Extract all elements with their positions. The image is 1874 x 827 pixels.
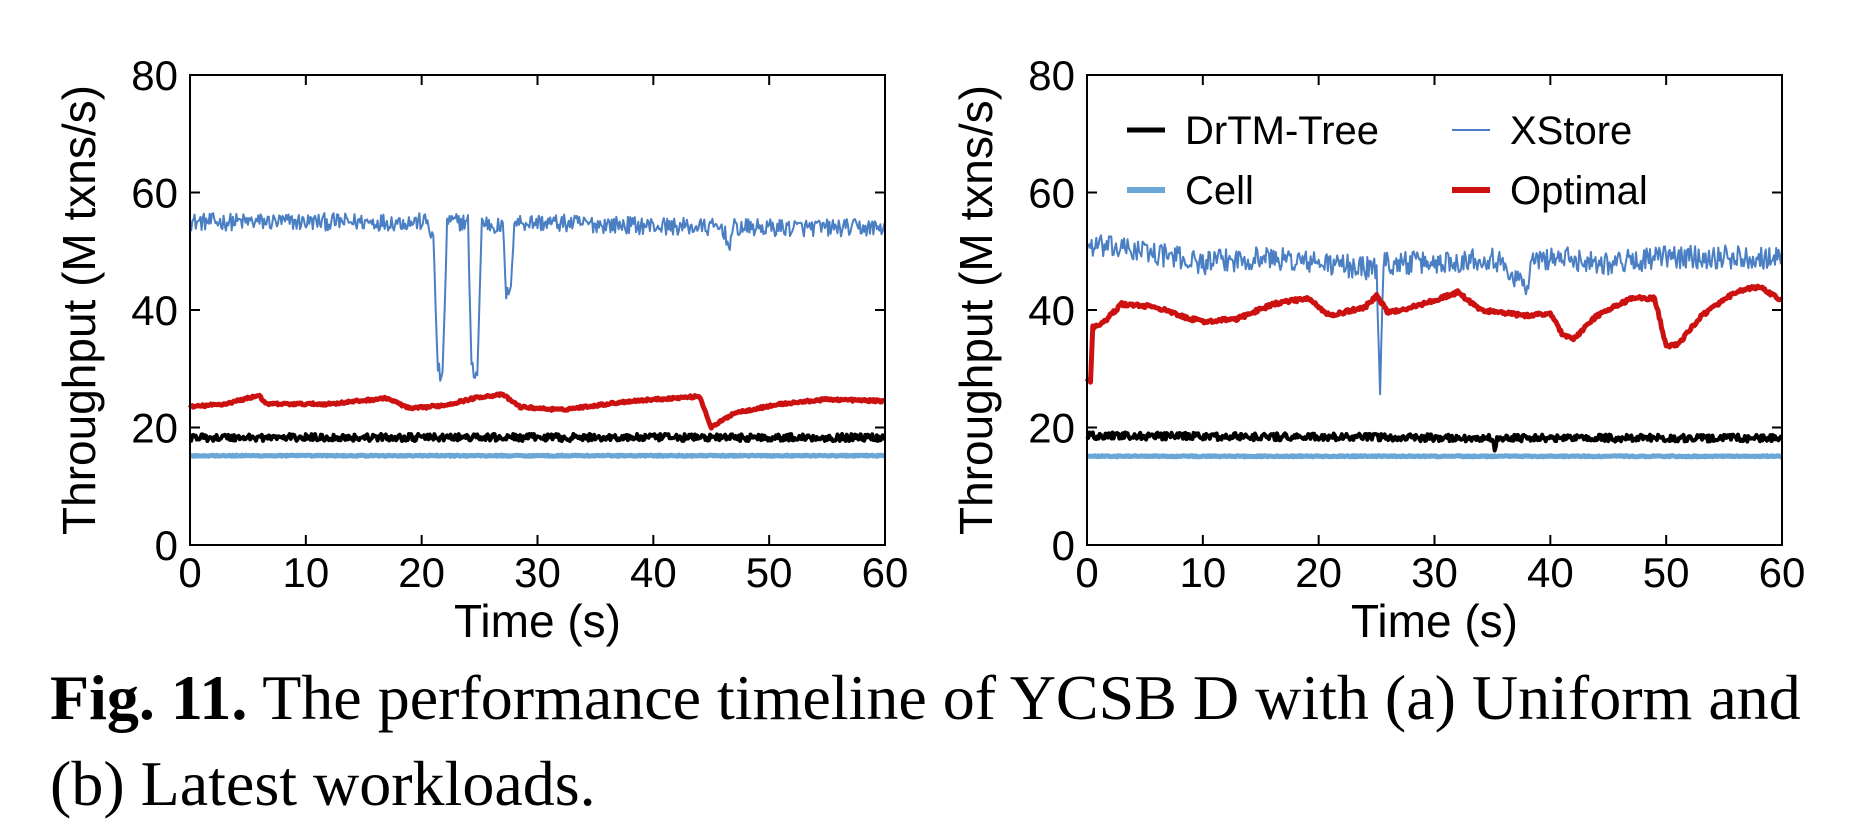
caption-text: The performance timeline of YCSB D with … <box>50 662 1801 819</box>
x-tick-label: 10 <box>282 549 329 596</box>
figure-caption: Fig. 11. The performance timeline of YCS… <box>50 655 1840 827</box>
x-axis-title: Time (s) <box>454 595 621 647</box>
caption-label: Fig. 11. <box>50 662 248 733</box>
series-line-optimal <box>187 391 887 431</box>
y-tick-label: 60 <box>131 170 178 217</box>
y-tick-label: 80 <box>1028 52 1075 99</box>
series-line-cell <box>188 452 887 459</box>
x-tick-label: 60 <box>1759 549 1806 596</box>
plot-frame <box>189 74 886 546</box>
y-tick-label: 20 <box>131 405 178 452</box>
y-tick-label: 0 <box>155 522 178 569</box>
chart-b: 0 10 20 30 40 50 60 0 20 40 60 80 Time (s) Throughput… <box>950 52 1805 647</box>
legend: DrTM-Tree XStore Cell Optimal <box>1127 109 1648 213</box>
series-line-drtm <box>1085 430 1784 453</box>
x-tick-label: 50 <box>1643 549 1690 596</box>
y-tick-label: 80 <box>131 52 178 99</box>
legend-label-drtm: DrTM-Tree <box>1185 109 1379 153</box>
legend-label-xstore: XStore <box>1510 109 1632 153</box>
chart-a: 0 10 20 30 40 50 60 0 20 40 60 80 Time (s) Throughput… <box>53 52 908 647</box>
y-tick-label: 40 <box>1028 287 1075 334</box>
y-axis-title: Throughput (M txns/s) <box>950 85 1002 535</box>
y-tick-label: 60 <box>1028 170 1075 217</box>
x-tick-label: 60 <box>862 549 909 596</box>
x-tick-label: 30 <box>1411 549 1458 596</box>
y-axis-title: Throughput (M txns/s) <box>53 85 105 535</box>
legend-label-optimal: Optimal <box>1510 169 1648 213</box>
figure: 0 10 20 30 40 50 60 0 20 40 60 80 Time (s) Throughput… <box>53 52 1805 647</box>
x-tick-label: 40 <box>1527 549 1574 596</box>
series-line-drtm <box>189 432 887 443</box>
x-tick-label: 0 <box>1075 549 1098 596</box>
x-tick-label: 30 <box>514 549 561 596</box>
series-line-cell <box>1085 453 1784 460</box>
x-tick-label: 20 <box>1295 549 1342 596</box>
legend-label-cell: Cell <box>1185 169 1254 213</box>
x-tick-label: 20 <box>398 549 445 596</box>
x-tick-label: 10 <box>1179 549 1226 596</box>
x-tick-label: 40 <box>630 549 677 596</box>
x-tick-label: 50 <box>746 549 793 596</box>
y-tick-label: 40 <box>131 287 178 334</box>
series-line-optimal <box>1084 283 1784 385</box>
series-line-xstore <box>189 212 886 382</box>
x-axis-title: Time (s) <box>1351 595 1518 647</box>
y-tick-label: 0 <box>1052 522 1075 569</box>
y-tick-label: 20 <box>1028 405 1075 452</box>
series-line-xstore <box>1086 234 1783 396</box>
x-tick-label: 0 <box>178 549 201 596</box>
